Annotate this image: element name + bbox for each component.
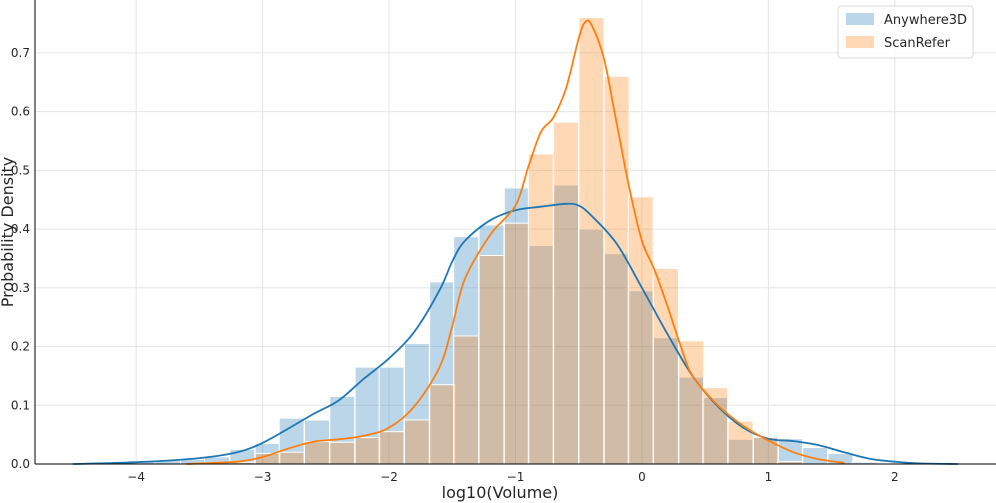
tick-labels: −4 −3 −2 −1 0 1 2 0.0 0.1 0.2 0.3 0.4 0.5 0.6 0.7 (11, 46, 899, 484)
bar-anywhere3d-11 (354, 366, 381, 465)
x-tick-label-1: −3 (254, 470, 272, 484)
bar-scanrefer-16 (627, 196, 654, 465)
bar-anywhere3d-21 (603, 253, 630, 465)
bar-scanrefer-7 (403, 419, 430, 465)
x-tick-label-3: −1 (507, 470, 525, 484)
x-tick-label-2: −2 (380, 470, 398, 484)
bar-scanrefer-13 (553, 121, 580, 465)
bar-scanrefer-19 (702, 387, 729, 465)
y-axis-label: Probability Density (0, 157, 17, 308)
y-tick-label-0: 0.0 (11, 457, 30, 471)
y-tick-label-6: 0.6 (11, 105, 30, 119)
bar-scanrefer-10 (478, 254, 505, 465)
legend-swatch-anywhere3d (846, 13, 874, 25)
bar-scanrefer-4 (329, 441, 356, 465)
x-axis-label: log10(Volume) (442, 483, 559, 502)
legend-label-anywhere3d: Anywhere3D (884, 13, 967, 28)
bar-scanrefer-8 (429, 384, 456, 465)
bar-scanrefer-20 (727, 420, 754, 465)
bar-anywhere3d-18 (527, 245, 554, 465)
kde-line-scanrefer (186, 19, 845, 465)
y-tick-label-1: 0.1 (11, 398, 30, 412)
bar-anywhere3d-19 (553, 184, 580, 465)
y-tick-label-3: 0.3 (11, 281, 30, 295)
x-tick-label-4: 0 (638, 470, 646, 484)
bar-scanrefer-9 (453, 335, 480, 465)
bar-scanrefer-5 (354, 437, 381, 465)
bar-scanrefer-14 (578, 17, 605, 465)
bar-scanrefer-2 (278, 451, 305, 465)
y-tick-label-2: 0.2 (11, 340, 30, 354)
kde-line-anywhere3d (72, 202, 959, 465)
bar-scanrefer-17 (653, 267, 679, 465)
axes (34, 0, 996, 465)
bar-anywhere3d-10 (329, 395, 356, 465)
x-tick-label-6: 2 (891, 470, 899, 484)
bar-anywhere3d-20 (578, 228, 605, 465)
bar-scanrefer-3 (304, 441, 330, 465)
legend-swatch-scanrefer (846, 36, 874, 48)
series-bars-scanrefer (229, 17, 803, 465)
bar-scanrefer-21 (752, 437, 779, 465)
bar-anywhere3d-23 (653, 337, 679, 465)
kde-curves (72, 19, 959, 465)
bar-scanrefer-15 (603, 75, 630, 465)
bar-scanrefer-12 (527, 153, 554, 465)
bar-anywhere3d-27 (752, 436, 779, 465)
x-tick-label-5: 1 (765, 470, 773, 484)
bar-anywhere3d-12 (378, 366, 405, 465)
y-tick-label-7: 0.7 (11, 46, 30, 60)
bar-scanrefer-6 (378, 431, 405, 465)
legend-frame (837, 5, 974, 59)
y-tick-label-5: 0.5 (11, 163, 30, 177)
legend: Anywhere3D ScanRefer (837, 5, 974, 59)
bar-anywhere3d-17 (503, 187, 530, 465)
bar-anywhere3d-14 (429, 281, 456, 465)
legend-label-scanrefer: ScanRefer (884, 36, 951, 51)
bar-scanrefer-11 (503, 222, 530, 465)
y-tick-label-4: 0.4 (11, 222, 30, 236)
x-tick-label-0: −4 (127, 470, 145, 484)
grid (35, 0, 996, 465)
histogram-bars (80, 17, 878, 465)
